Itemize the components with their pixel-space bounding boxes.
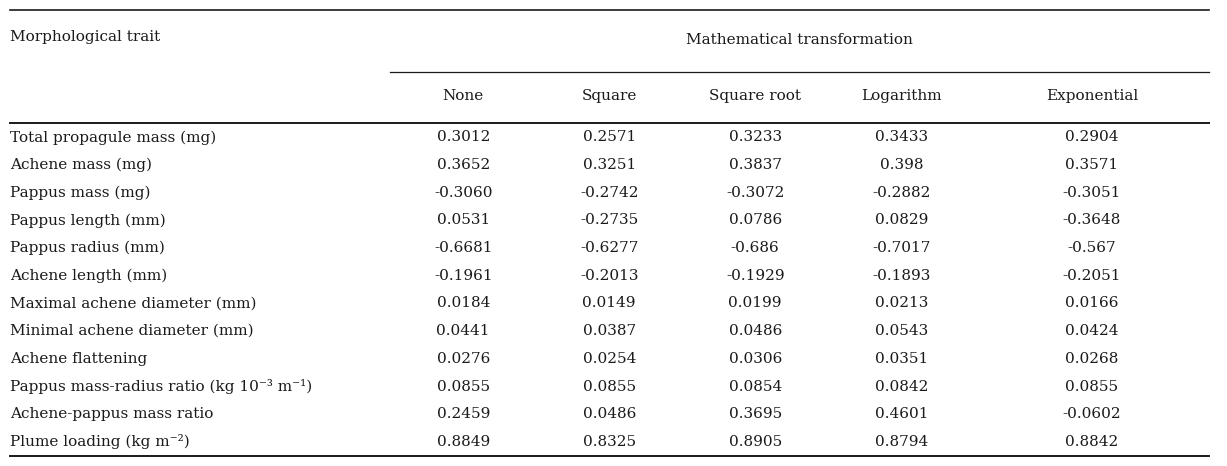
Text: 0.0855: 0.0855 — [583, 379, 636, 393]
Text: 0.0855: 0.0855 — [1065, 379, 1119, 393]
Text: 0.0254: 0.0254 — [583, 352, 636, 366]
Text: -0.3051: -0.3051 — [1063, 186, 1121, 200]
Text: Maximal achene diameter (mm): Maximal achene diameter (mm) — [10, 296, 256, 310]
Text: -0.2882: -0.2882 — [872, 186, 931, 200]
Text: -0.2742: -0.2742 — [580, 186, 638, 200]
Text: 0.0149: 0.0149 — [583, 296, 636, 310]
Text: 0.8849: 0.8849 — [437, 435, 490, 449]
Text: Mathematical transformation: Mathematical transformation — [686, 33, 913, 47]
Text: Achene mass (mg): Achene mass (mg) — [10, 158, 152, 172]
Text: None: None — [443, 89, 483, 103]
Text: -0.6277: -0.6277 — [580, 241, 638, 255]
Text: Minimal achene diameter (mm): Minimal achene diameter (mm) — [10, 324, 254, 338]
Text: -0.6681: -0.6681 — [434, 241, 492, 255]
Text: -0.2013: -0.2013 — [580, 269, 638, 283]
Text: 0.0543: 0.0543 — [875, 324, 929, 338]
Text: 0.0486: 0.0486 — [729, 324, 782, 338]
Text: 0.0486: 0.0486 — [583, 407, 636, 421]
Text: 0.0842: 0.0842 — [875, 379, 929, 393]
Text: Achene length (mm): Achene length (mm) — [10, 268, 167, 283]
Text: -0.1929: -0.1929 — [726, 269, 784, 283]
Text: 0.0829: 0.0829 — [875, 213, 929, 227]
Text: -0.3648: -0.3648 — [1063, 213, 1121, 227]
Text: -0.7017: -0.7017 — [872, 241, 931, 255]
Text: 0.3837: 0.3837 — [729, 158, 782, 172]
Text: 0.0531: 0.0531 — [437, 213, 490, 227]
Text: Square root: Square root — [709, 89, 801, 103]
Text: 0.0351: 0.0351 — [875, 352, 929, 366]
Text: Total propagule mass (mg): Total propagule mass (mg) — [10, 130, 216, 144]
Text: -0.1893: -0.1893 — [872, 269, 931, 283]
Text: Square: Square — [582, 89, 637, 103]
Text: 0.8794: 0.8794 — [875, 435, 929, 449]
Text: 0.0424: 0.0424 — [1065, 324, 1119, 338]
Text: 0.4601: 0.4601 — [875, 407, 929, 421]
Text: Achene-pappus mass ratio: Achene-pappus mass ratio — [10, 407, 213, 421]
Text: -0.1961: -0.1961 — [434, 269, 492, 283]
Text: 0.2571: 0.2571 — [583, 130, 636, 144]
Text: 0.8325: 0.8325 — [583, 435, 636, 449]
Text: Plume loading (kg m⁻²): Plume loading (kg m⁻²) — [10, 434, 189, 449]
Text: Achene flattening: Achene flattening — [10, 352, 147, 366]
Text: Morphological trait: Morphological trait — [10, 29, 160, 44]
Text: -0.3072: -0.3072 — [726, 186, 784, 200]
Text: 0.3652: 0.3652 — [437, 158, 490, 172]
Text: 0.2459: 0.2459 — [437, 407, 490, 421]
Text: 0.0855: 0.0855 — [437, 379, 490, 393]
Text: 0.398: 0.398 — [880, 158, 924, 172]
Text: 0.0786: 0.0786 — [729, 213, 782, 227]
Text: 0.3695: 0.3695 — [729, 407, 782, 421]
Text: 0.0306: 0.0306 — [729, 352, 782, 366]
Text: 0.3012: 0.3012 — [437, 130, 490, 144]
Text: 0.3251: 0.3251 — [583, 158, 636, 172]
Text: -0.2051: -0.2051 — [1063, 269, 1121, 283]
Text: Logarithm: Logarithm — [861, 89, 942, 103]
Text: 0.0387: 0.0387 — [583, 324, 636, 338]
Text: -0.0602: -0.0602 — [1063, 407, 1121, 421]
Text: 0.3433: 0.3433 — [875, 130, 929, 144]
Text: 0.3571: 0.3571 — [1065, 158, 1119, 172]
Text: -0.686: -0.686 — [731, 241, 779, 255]
Text: 0.0276: 0.0276 — [437, 352, 490, 366]
Text: -0.2735: -0.2735 — [580, 213, 638, 227]
Text: 0.0166: 0.0166 — [1065, 296, 1119, 310]
Text: -0.3060: -0.3060 — [434, 186, 492, 200]
Text: Pappus length (mm): Pappus length (mm) — [10, 213, 166, 227]
Text: 0.0199: 0.0199 — [729, 296, 782, 310]
Text: 0.8842: 0.8842 — [1065, 435, 1119, 449]
Text: 0.0184: 0.0184 — [437, 296, 490, 310]
Text: 0.0854: 0.0854 — [729, 379, 782, 393]
Text: Exponential: Exponential — [1045, 89, 1139, 103]
Text: 0.2904: 0.2904 — [1065, 130, 1119, 144]
Text: Pappus mass (mg): Pappus mass (mg) — [10, 185, 151, 200]
Text: Pappus radius (mm): Pappus radius (mm) — [10, 241, 164, 255]
Text: Pappus mass-radius ratio (kg 10⁻³ m⁻¹): Pappus mass-radius ratio (kg 10⁻³ m⁻¹) — [10, 379, 312, 394]
Text: 0.3233: 0.3233 — [729, 130, 782, 144]
Text: 0.0441: 0.0441 — [437, 324, 490, 338]
Text: -0.567: -0.567 — [1067, 241, 1117, 255]
Text: 0.0268: 0.0268 — [1065, 352, 1119, 366]
Text: 0.0213: 0.0213 — [875, 296, 929, 310]
Text: 0.8905: 0.8905 — [729, 435, 782, 449]
